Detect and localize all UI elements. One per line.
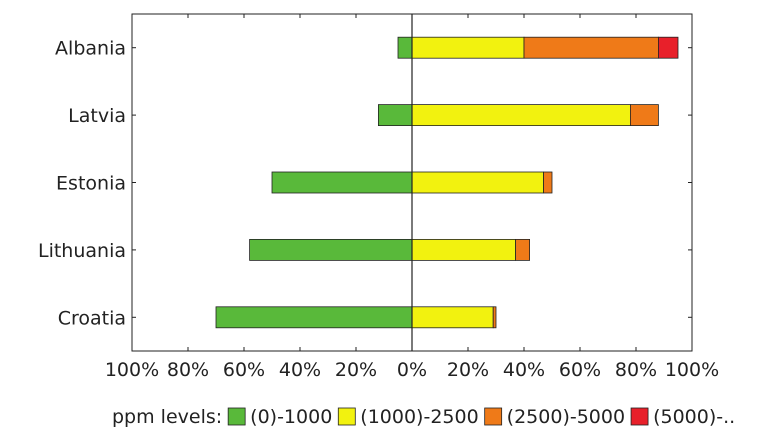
- bar-segment: [411, 306, 494, 329]
- x-tick-label: 40%: [279, 359, 321, 381]
- bar-segment: [658, 36, 679, 59]
- bar-segment: [411, 238, 516, 261]
- bar-segment: [543, 171, 553, 194]
- x-tick-label: 0%: [397, 359, 427, 381]
- legend-title: ppm levels:: [112, 406, 222, 428]
- axes-group: [131, 13, 693, 352]
- legend-label: (2500)-5000: [507, 406, 625, 428]
- bar-segment: [523, 36, 659, 59]
- bars-group: [215, 36, 679, 329]
- x-tick-label: 20%: [447, 359, 489, 381]
- bar-segment: [492, 306, 497, 329]
- bar-segment: [411, 36, 525, 59]
- bar-segment: [249, 238, 413, 261]
- category-label: Estonia: [56, 173, 126, 195]
- x-tick-label: 40%: [503, 359, 545, 381]
- x-tick-label: 100%: [665, 359, 719, 381]
- x-tick-label: 60%: [559, 359, 601, 381]
- x-tick-label: 80%: [615, 359, 657, 381]
- legend-swatch: [630, 407, 649, 426]
- bar-segment: [411, 171, 545, 194]
- x-tick-label: 20%: [335, 359, 377, 381]
- category-label: Croatia: [58, 307, 126, 329]
- x-tick-label: 60%: [223, 359, 265, 381]
- bar-segment: [271, 171, 413, 194]
- legend-label: (1000)-2500: [360, 406, 478, 428]
- x-tick-label: 80%: [167, 359, 209, 381]
- category-label: Lithuania: [38, 240, 126, 262]
- legend-label: (5000)-..: [653, 406, 735, 428]
- bar-segment: [411, 104, 631, 126]
- bar-segment: [377, 104, 413, 126]
- x-ticks-group: 100% 80% 60% 40% 20% 0% 20% 40% 60% 80% 100%: [105, 359, 719, 381]
- category-label: Latvia: [68, 105, 126, 127]
- legend-label: (0)-1000: [250, 406, 332, 428]
- bar-segment: [397, 36, 413, 59]
- bar-segment: [630, 104, 659, 126]
- category-labels-group: Albania Latvia Estonia Lithuania Croatia: [38, 38, 126, 330]
- bar-segment: [215, 306, 413, 329]
- category-label: Albania: [55, 38, 126, 60]
- legend-swatch: [337, 407, 356, 426]
- legend-swatch: [227, 407, 246, 426]
- x-tick-label: 100%: [105, 359, 159, 381]
- legend: ppm levels: (0)-1000 (1000)-2500 (2500)-50…: [112, 406, 735, 428]
- bar-segment: [515, 238, 530, 261]
- legend-swatch: [484, 407, 503, 426]
